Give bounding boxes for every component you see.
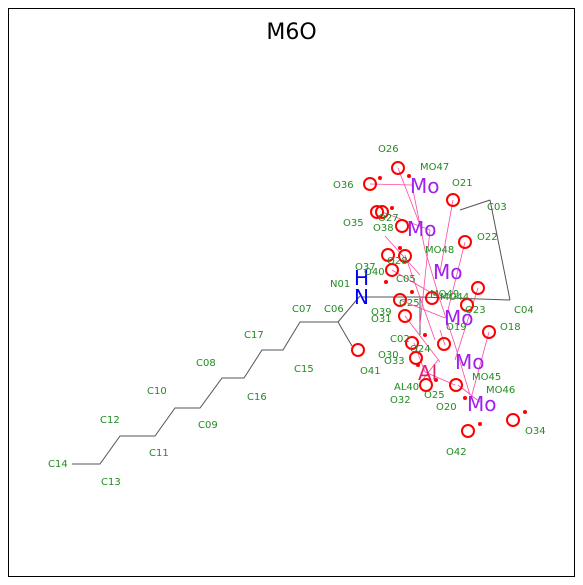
label-mo44: MO44: [440, 292, 469, 303]
label-o33: O33: [384, 356, 405, 367]
o30-atom: [405, 336, 419, 350]
o36-atom: [363, 177, 377, 191]
molybdenum-atoms: Mo Mo Mo Mo Mo Mo: [407, 174, 497, 416]
label-c04: C04: [514, 305, 534, 316]
atom-labels: C14 C13 C12 C11 C10 C09 C08 C16 C17 C15 …: [48, 144, 546, 488]
o40-atom: [385, 263, 399, 277]
chain-bonds: [72, 199, 511, 465]
oxygen-atoms: [351, 161, 520, 438]
label-o23: O23: [465, 305, 486, 316]
label-o30: O30: [378, 350, 399, 361]
label-o22: O22: [477, 232, 498, 243]
o34-atom: [506, 413, 520, 427]
o38-atom: [395, 219, 409, 233]
label-o20: O20: [436, 402, 457, 413]
label-c05: C05: [396, 274, 416, 285]
o31-atom: [398, 309, 412, 323]
n-atom: N: [354, 285, 369, 309]
o27-atom: [375, 205, 389, 219]
label-c07: C07: [292, 304, 312, 315]
label-al40: AL40: [394, 382, 419, 393]
mo-atom-4: Mo: [444, 306, 474, 330]
o22-atom: [458, 235, 472, 249]
mo-atom-1: Mo: [410, 174, 440, 198]
label-mo46: MO46: [486, 385, 515, 396]
o24-atom: [437, 337, 451, 351]
o25b-atom: [425, 291, 439, 305]
o23-atom: [471, 281, 485, 295]
o26-atom: [391, 161, 405, 175]
label-c13: C13: [101, 477, 121, 488]
mo-atom-6: Mo: [467, 392, 497, 416]
label-c12: C12: [100, 415, 120, 426]
h-atom: H: [354, 266, 369, 290]
label-o31: O31: [371, 314, 392, 325]
label-mo49: MO49: [430, 289, 459, 300]
mo-atom-3: Mo: [433, 260, 463, 284]
al-atom: Al: [418, 361, 437, 385]
label-o36: O36: [333, 180, 354, 191]
marker-dots: [378, 174, 527, 426]
o28-atom: [381, 248, 395, 262]
label-mo45: MO45: [472, 372, 501, 383]
label-mo47: MO47: [420, 162, 449, 173]
o21-atom: [446, 193, 460, 207]
label-c02: C02: [390, 334, 410, 345]
o37-atom: [398, 249, 412, 263]
label-o32: O32: [390, 395, 411, 406]
label-o25: O25: [424, 390, 445, 401]
label-c03: C03: [487, 202, 507, 213]
label-o26: O26: [378, 144, 399, 155]
label-o38: O38: [373, 223, 394, 234]
o18-atom: [482, 325, 496, 339]
label-c14: C14: [48, 459, 68, 470]
o35-atom: [370, 205, 384, 219]
label-c17: C17: [244, 330, 264, 341]
label-o19: O19: [446, 322, 467, 333]
label-mo48: MO48: [425, 245, 454, 256]
o25-atom: [419, 378, 433, 392]
o41-atom: [351, 343, 365, 357]
label-n01: N01: [330, 279, 350, 290]
molecule-title: M6O: [266, 20, 317, 45]
label-o18: O18: [500, 322, 521, 333]
label-o35: O35: [343, 218, 364, 229]
label-o41: O41: [360, 366, 381, 377]
o33-atom: [409, 351, 423, 365]
o39-atom: [393, 293, 407, 307]
mo-atom-2: Mo: [407, 217, 437, 241]
label-o24: O24: [410, 344, 431, 355]
label-c09: C09: [198, 420, 218, 431]
label-c16: C16: [247, 392, 267, 403]
label-o37: O37: [355, 262, 376, 273]
label-c10: C10: [147, 386, 167, 397]
label-o27: O27: [378, 213, 399, 224]
label-o21: O21: [452, 178, 473, 189]
label-o42: O42: [446, 447, 467, 458]
label-o25b: O25: [399, 298, 420, 309]
o42-atom: [461, 424, 475, 438]
label-c08: C08: [196, 358, 216, 369]
mo-atom-5: Mo: [455, 350, 485, 374]
label-c11: C11: [149, 448, 169, 459]
o20-atom: [449, 378, 463, 392]
label-c15: C15: [294, 364, 314, 375]
label-o39: O39: [371, 307, 392, 318]
label-o40: O40: [364, 267, 385, 278]
label-o28: O28: [387, 256, 408, 267]
label-c06: C06: [324, 304, 344, 315]
label-o34: O34: [525, 426, 546, 437]
o19-atom: [460, 298, 474, 312]
